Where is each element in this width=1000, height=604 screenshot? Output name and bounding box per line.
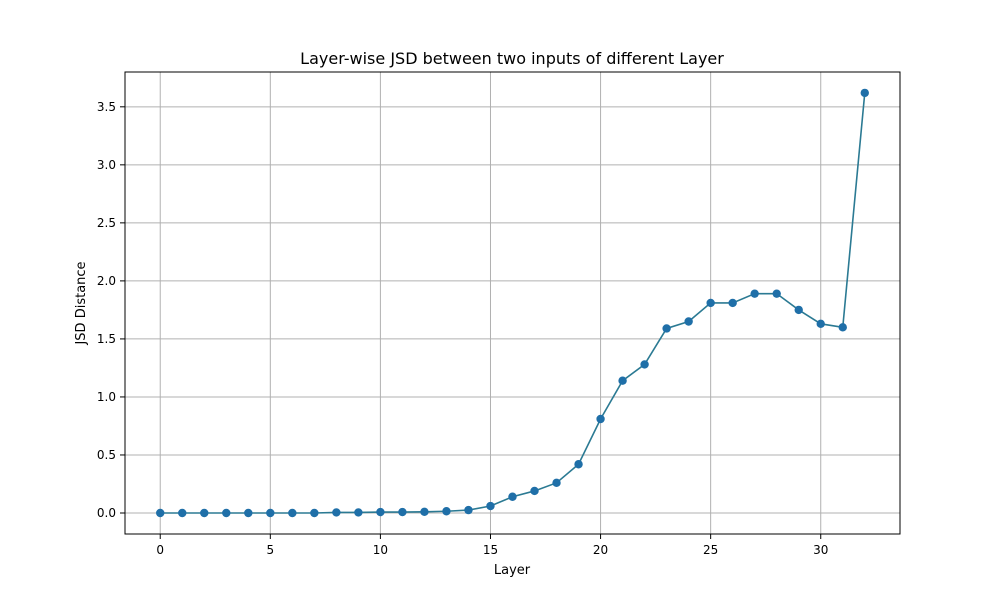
data-point [728, 298, 737, 308]
y-axis-label: JSD Distance [74, 261, 89, 345]
data-point [838, 323, 847, 332]
x-tick-label: 0 [156, 543, 164, 557]
data-point [156, 508, 165, 518]
series-group [156, 88, 869, 518]
y-tick-label: 1.0 [97, 390, 116, 404]
data-point [508, 492, 517, 501]
data-point [200, 508, 209, 518]
y-tick-label: 1.5 [97, 332, 116, 346]
data-point [662, 324, 671, 333]
data-point [706, 298, 715, 308]
y-tick-label: 2.5 [97, 216, 116, 230]
x-axis-ticks: 0 5 10 15 20 25 30 [156, 534, 828, 557]
data-point [244, 508, 253, 518]
x-tick-label: 25 [703, 543, 718, 557]
data-point [486, 501, 495, 511]
data-point [772, 289, 781, 298]
data-point [860, 88, 869, 98]
data-point [310, 508, 319, 518]
data-point [618, 376, 627, 385]
data-point [442, 507, 451, 516]
data-point [288, 508, 297, 518]
data-point [354, 508, 363, 517]
data-point [596, 414, 605, 424]
grid-lines [125, 72, 900, 534]
data-point [178, 508, 187, 518]
x-tick-label: 5 [266, 543, 274, 557]
data-point [684, 317, 693, 326]
data-point [574, 460, 583, 469]
x-axis-label: Layer [494, 563, 531, 578]
data-point [222, 508, 231, 518]
y-tick-label: 0.0 [97, 506, 116, 520]
chart-title: Layer-wise JSD between two inputs of dif… [300, 49, 724, 68]
data-point [794, 305, 803, 315]
y-tick-label: 2.0 [97, 274, 116, 288]
x-tick-label: 15 [483, 543, 498, 557]
x-tick-label: 10 [373, 543, 388, 557]
x-tick-label: 20 [593, 543, 608, 557]
data-point [398, 507, 407, 517]
y-tick-label: 3.5 [97, 100, 116, 114]
data-point [816, 319, 825, 329]
plot-area-frame [124, 71, 901, 535]
data-point [530, 486, 539, 496]
data-point [332, 508, 341, 517]
data-point [376, 507, 385, 517]
data-point [464, 505, 473, 515]
data-point [552, 478, 561, 488]
y-tick-label: 0.5 [97, 448, 116, 462]
y-tick-label: 3.0 [97, 158, 116, 172]
series-line [160, 92, 866, 514]
data-point [750, 289, 759, 298]
x-tick-label: 30 [813, 543, 828, 557]
data-point [640, 360, 649, 369]
y-axis-ticks: 0.0 0.5 1.0 1.5 2.0 2.5 3.0 3.5 [97, 100, 125, 520]
data-point [266, 508, 275, 518]
data-point [420, 507, 429, 517]
